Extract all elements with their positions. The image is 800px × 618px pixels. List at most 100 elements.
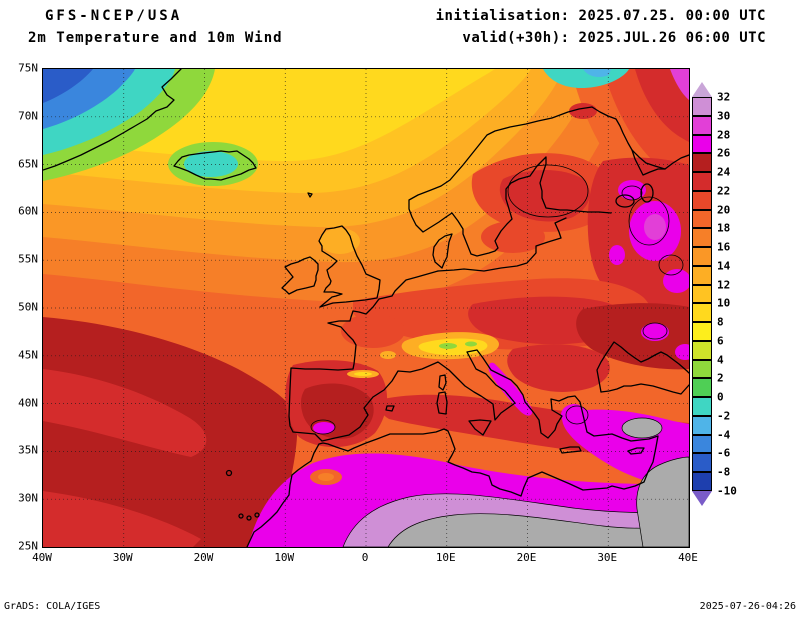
colorbar-tick-label: 16 xyxy=(717,240,731,254)
colorbar-tick-label: 28 xyxy=(717,128,731,142)
lat-tick-label: 25N xyxy=(18,539,38,553)
coastline-iceland xyxy=(173,150,257,181)
lake-ladoga xyxy=(615,194,635,208)
coastline-madeira xyxy=(225,469,233,477)
colorbar-tick-label: 6 xyxy=(717,334,724,348)
colorbar-segment xyxy=(692,115,712,135)
colorbar-segment xyxy=(692,378,712,398)
lat-tick-label: 50N xyxy=(18,300,38,314)
colorbar-tick-label: -8 xyxy=(717,465,731,479)
coastline-greenland xyxy=(43,69,182,171)
colorbar-tick-label: 4 xyxy=(717,353,724,367)
coastline-jutland xyxy=(432,233,453,269)
colorbar-tick-label: 24 xyxy=(717,165,731,179)
coastlines xyxy=(43,69,689,547)
coastline-canary-2 xyxy=(246,515,252,521)
coastline-europe-africa xyxy=(246,270,659,547)
colorbar-segment xyxy=(692,209,712,229)
lon-tick-label: 20E xyxy=(516,551,537,564)
lat-tick-label: 60N xyxy=(18,204,38,218)
colorbar-segment xyxy=(692,397,712,416)
map-plot-area xyxy=(42,68,690,548)
coastline-faroes xyxy=(307,192,313,198)
colorbar-tick-label: -10 xyxy=(717,484,737,498)
colorbar-tick-label: 22 xyxy=(717,184,731,198)
colorbar-arrow-bottom xyxy=(692,490,712,506)
colorbar-tick-label: 30 xyxy=(717,109,731,123)
model-title: GFS-NCEP/USA xyxy=(45,8,183,24)
coastline-baltic-south xyxy=(437,217,567,272)
lat-tick-label: 45N xyxy=(18,348,38,362)
lon-tick-label: 30W xyxy=(112,551,133,564)
colorbar-segment xyxy=(692,134,712,154)
temperature-map xyxy=(43,69,689,547)
coastline-scandinavia xyxy=(408,106,612,257)
lon-tick-label: 40E xyxy=(678,551,698,564)
colorbar-segment xyxy=(692,97,712,116)
lat-tick-label: 30N xyxy=(18,491,38,505)
colorbar-segment xyxy=(692,284,712,304)
coastline-ireland xyxy=(281,256,319,295)
colorbar-tick-label: 20 xyxy=(717,203,731,217)
colorbar-tick-label: 2 xyxy=(717,371,724,385)
coastline-canary-3 xyxy=(254,512,260,518)
lon-tick-label: 10W xyxy=(274,551,295,564)
coastline-black-sea-north xyxy=(596,341,689,393)
initialisation-time: initialisation: 2025.07.25. 00:00 UTC xyxy=(435,8,766,24)
coastline-cyprus xyxy=(627,447,645,455)
temperature-contour-lines xyxy=(310,164,684,435)
colorbar-tick-label: 10 xyxy=(717,296,731,310)
colorbar-tick-label: -4 xyxy=(717,428,731,442)
coastline-canary-1 xyxy=(238,513,244,519)
colorbar-tick-label: -2 xyxy=(717,409,731,423)
colorbar-tick-label: 18 xyxy=(717,221,731,235)
coastline-uk xyxy=(318,225,381,308)
creation-timestamp: 2025-07-26-04:26 xyxy=(699,601,796,612)
temperature-field xyxy=(43,69,689,547)
lat-tick-label: 70N xyxy=(18,109,38,123)
colorbar-tick-label: -6 xyxy=(717,446,731,460)
lat-tick-label: 65N xyxy=(18,157,38,171)
colorbar-segment xyxy=(692,247,712,266)
colorbar-segment xyxy=(692,190,712,210)
coastline-black-sea-south xyxy=(600,383,689,395)
colorbar-segment xyxy=(692,265,712,285)
colorbar-tick-label: 8 xyxy=(717,315,724,329)
valid-time: valid(+30h): 2025.JUL.26 06:00 UTC xyxy=(462,30,766,46)
colorbar-segment xyxy=(692,415,712,435)
lon-tick-label: 20W xyxy=(193,551,214,564)
lon-tick-label: 0 xyxy=(361,551,369,564)
coastline-mallorca xyxy=(385,405,395,412)
colorbar-segment xyxy=(692,434,712,454)
colorbar-segment xyxy=(692,172,712,191)
lon-tick-label: 40W xyxy=(32,551,52,564)
lon-tick-label: 10E xyxy=(435,551,456,564)
lon-tick-label: 30E xyxy=(597,551,618,564)
coastline-sardinia xyxy=(436,391,448,415)
lat-tick-label: 35N xyxy=(18,443,38,457)
colorbar-tick-label: 32 xyxy=(717,90,731,104)
colorbar-arrow-top xyxy=(692,82,712,97)
lake-onega xyxy=(640,183,654,203)
colorbar-segment xyxy=(692,153,712,173)
coastline-crete xyxy=(559,446,582,454)
colorbar-segment xyxy=(692,340,712,360)
lat-tick-label: 40N xyxy=(18,396,38,410)
colorbar-tick-label: 0 xyxy=(717,390,724,404)
coastline-white-sea xyxy=(631,149,666,176)
colorbar-segment xyxy=(692,322,712,341)
colorbar-segment xyxy=(692,228,712,248)
lat-tick-label: 55N xyxy=(18,252,38,266)
colorbar-segment xyxy=(692,303,712,323)
colorbar-segment xyxy=(692,472,712,491)
lat-tick-label: 75N xyxy=(18,61,38,75)
colorbar-segment xyxy=(692,453,712,473)
grads-credit: GrADS: COLA/IGES xyxy=(4,601,101,612)
colorbar-tick-label: 14 xyxy=(717,259,731,273)
colorbar-tick-label: 26 xyxy=(717,146,731,160)
coastline-sicily xyxy=(468,419,492,436)
plot-subtitle: 2m Temperature and 10m Wind xyxy=(28,30,283,46)
colorbar-tick-label: 12 xyxy=(717,278,731,292)
colorbar-segment xyxy=(692,359,712,379)
